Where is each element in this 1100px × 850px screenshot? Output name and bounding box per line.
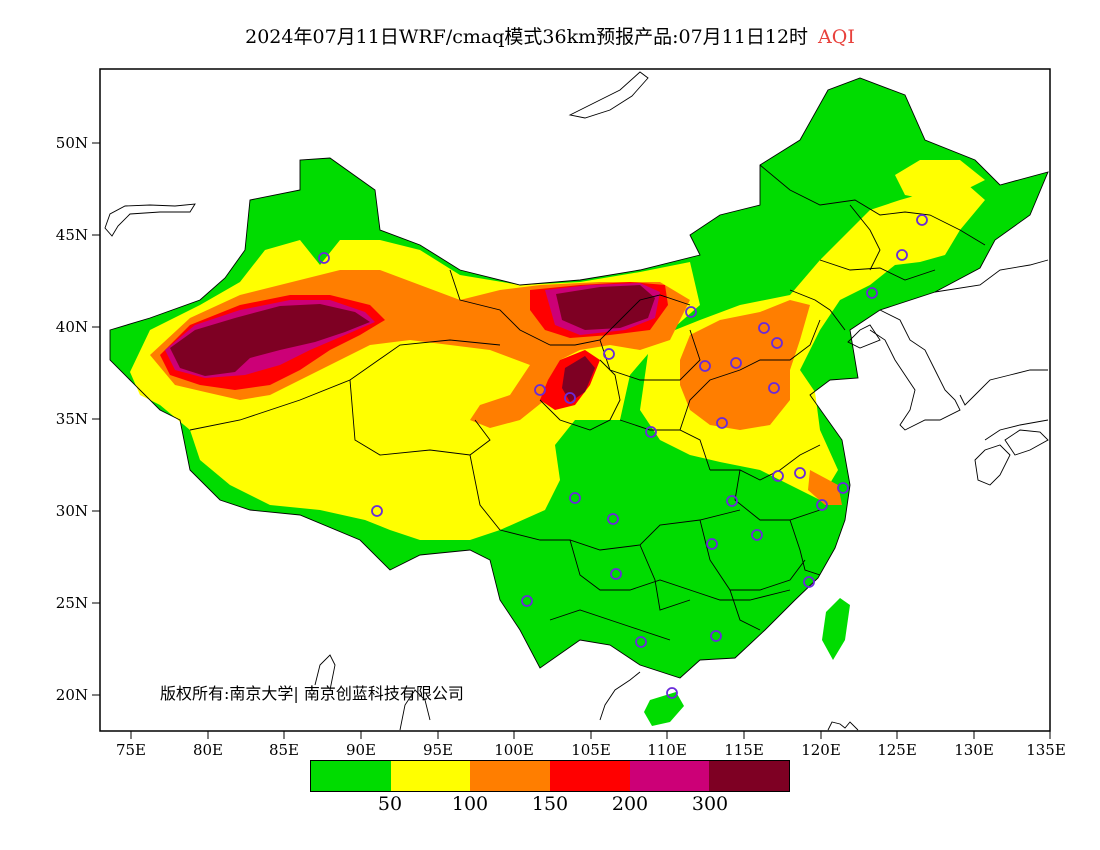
x-tick-label: 75E bbox=[116, 741, 146, 759]
y-tick-label: 30N bbox=[56, 502, 88, 520]
y-tick-label: 50N bbox=[56, 134, 88, 152]
legend-label: 50 bbox=[377, 793, 403, 815]
station-marker bbox=[730, 357, 742, 369]
x-tick-label: 85E bbox=[269, 741, 299, 759]
x-tick-label: 100E bbox=[494, 741, 534, 759]
legend-swatch-unhealthy bbox=[550, 761, 630, 791]
station-marker bbox=[521, 595, 533, 607]
station-marker bbox=[564, 392, 576, 404]
x-tick-label: 125E bbox=[877, 741, 917, 759]
legend-label: 150 bbox=[531, 793, 569, 815]
station-marker bbox=[803, 576, 815, 588]
station-marker bbox=[569, 492, 581, 504]
x-axis-labels: 75E 80E 85E 90E 95E 100E 105E 110E 115E … bbox=[116, 741, 1066, 759]
station-marker bbox=[772, 470, 784, 482]
y-axis bbox=[92, 142, 100, 696]
station-marker bbox=[768, 382, 780, 394]
map-body bbox=[104, 71, 1049, 731]
station-marker bbox=[645, 426, 657, 438]
aqi-hazardous-region-desert bbox=[556, 285, 655, 330]
station-marker bbox=[610, 568, 622, 580]
taiwan-region bbox=[822, 598, 850, 660]
aqi-hazardous-region-tarim bbox=[170, 304, 370, 376]
station-marker bbox=[896, 249, 908, 261]
station-marker bbox=[771, 337, 783, 349]
station-marker bbox=[751, 529, 763, 541]
y-axis-labels: 50N 45N 40N 35N 30N 25N 20N bbox=[56, 134, 88, 704]
province-boundaries bbox=[109, 77, 1049, 679]
station-marker bbox=[716, 417, 728, 429]
station-marker bbox=[794, 467, 806, 479]
station-marker bbox=[758, 322, 770, 334]
station-marker bbox=[371, 505, 383, 517]
station-marker bbox=[635, 636, 647, 648]
x-axis bbox=[130, 731, 1051, 739]
legend-swatch-very-unhealthy bbox=[629, 761, 710, 791]
station-marker bbox=[318, 252, 330, 264]
x-tick-label: 135E bbox=[1026, 741, 1066, 759]
station-marker bbox=[816, 499, 828, 511]
coastlines bbox=[104, 71, 1049, 731]
copyright-text: 版权所有:南京大学| 南京创蓝科技有限公司 bbox=[160, 684, 464, 703]
x-tick-label: 80E bbox=[193, 741, 223, 759]
station-marker bbox=[534, 384, 546, 396]
station-marker bbox=[607, 513, 619, 525]
title-text: 2024年07月11日WRF/cmaq模式36km预报产品:07月11日12时 bbox=[245, 26, 809, 48]
y-tick-label: 20N bbox=[56, 686, 88, 704]
legend-label: 100 bbox=[451, 793, 489, 815]
legend-swatch-good bbox=[311, 761, 391, 791]
title-variable: AQI bbox=[818, 26, 855, 48]
station-marker bbox=[916, 214, 928, 226]
aqi-usg-region-yangtze bbox=[808, 470, 842, 505]
station-marker bbox=[706, 538, 718, 550]
station-marker bbox=[866, 287, 878, 299]
aqi-usg-region-northchina bbox=[680, 300, 810, 430]
station-marker bbox=[699, 360, 711, 372]
station-marker bbox=[837, 482, 849, 494]
legend-label: 200 bbox=[611, 793, 649, 815]
station-markers bbox=[318, 214, 928, 699]
x-tick-label: 110E bbox=[647, 741, 687, 759]
hainan-region bbox=[644, 692, 684, 726]
aqi-hazardous-region-loess bbox=[562, 356, 595, 402]
legend-swatch-usg bbox=[470, 761, 551, 791]
map-title: 2024年07月11日WRF/cmaq模式36km预报产品:07月11日12时 A… bbox=[0, 22, 1100, 49]
map-frame bbox=[99, 68, 1051, 732]
aqi-moderate-region-northeast bbox=[895, 160, 985, 200]
station-marker bbox=[685, 306, 697, 318]
station-marker bbox=[603, 348, 615, 360]
legend-swatch-hazardous bbox=[709, 761, 790, 791]
y-tick-label: 35N bbox=[56, 410, 88, 428]
x-tick-label: 105E bbox=[571, 741, 611, 759]
x-tick-label: 130E bbox=[954, 741, 994, 759]
y-tick-label: 40N bbox=[56, 318, 88, 336]
x-tick-label: 90E bbox=[346, 741, 376, 759]
y-tick-label: 25N bbox=[56, 594, 88, 612]
x-tick-label: 115E bbox=[724, 741, 764, 759]
x-tick-label: 120E bbox=[801, 741, 841, 759]
aqi-color-legend bbox=[310, 760, 790, 792]
station-marker bbox=[726, 495, 738, 507]
x-tick-label: 95E bbox=[423, 741, 453, 759]
station-marker bbox=[710, 630, 722, 642]
legend-label: 300 bbox=[691, 793, 729, 815]
y-tick-label: 45N bbox=[56, 226, 88, 244]
station-marker bbox=[666, 687, 678, 699]
legend-swatch-moderate bbox=[390, 761, 471, 791]
